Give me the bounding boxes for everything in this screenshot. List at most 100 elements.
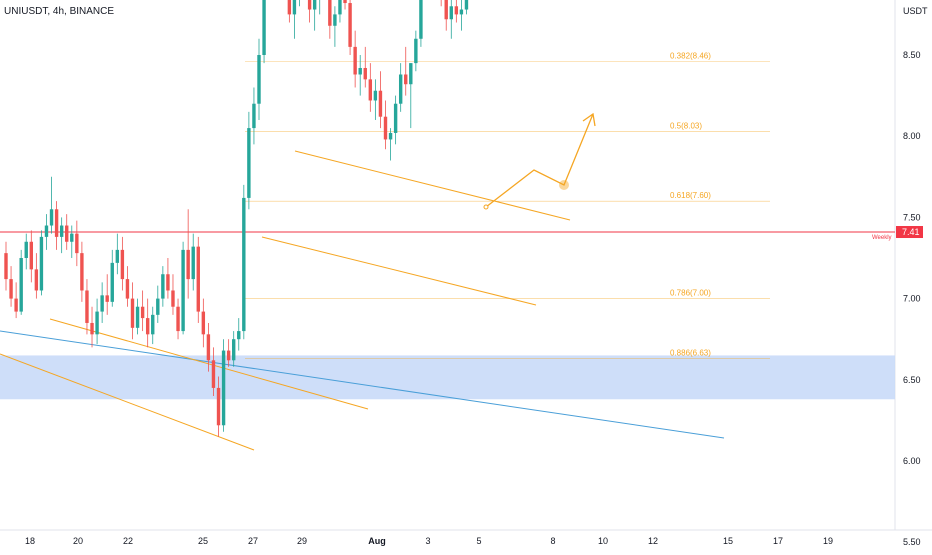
candle-body (59, 225, 64, 237)
candlestick (328, 0, 332, 39)
candlestick (221, 339, 226, 432)
weekly-level-label: Weekly (872, 235, 892, 241)
candlestick (393, 95, 398, 145)
candle-body (54, 209, 59, 237)
candlestick (44, 214, 49, 250)
y-tick-label: 7.00 (903, 294, 921, 304)
candle-body (90, 322, 94, 335)
candlestick (262, 0, 266, 64)
fib-level-label: 0.886(6.63) (670, 349, 711, 358)
candlestick (242, 184, 246, 340)
candlestick (201, 298, 206, 348)
candlestick (409, 63, 413, 129)
candle-body (459, 9, 464, 15)
weekly-price-tag (896, 226, 923, 239)
candlestick (292, 0, 297, 39)
candlestick (216, 376, 221, 437)
candle-body (388, 132, 393, 140)
x-tick-label: Aug (368, 536, 386, 546)
candlestick (257, 38, 261, 120)
candlestick (378, 71, 383, 129)
weekly-price-value: 7.41 (902, 227, 920, 237)
candlestick (161, 266, 165, 307)
candle-body (393, 103, 398, 133)
candlestick (232, 331, 236, 367)
candle-body (409, 63, 413, 85)
candlestick (49, 176, 54, 234)
candlestick (100, 282, 104, 323)
candle-body (130, 298, 135, 328)
candlestick (348, 0, 352, 55)
candle-body (181, 249, 185, 332)
x-tick-label: 22 (123, 536, 133, 546)
candlestick (34, 253, 39, 299)
candle-body (247, 128, 251, 198)
candlestick (166, 258, 170, 299)
candle-body (363, 67, 367, 80)
projection-path (485, 113, 594, 208)
candlestick (404, 46, 408, 96)
candle-body (414, 38, 418, 64)
candlestick (444, 0, 448, 31)
candlestick (54, 201, 59, 250)
candlestick (145, 298, 150, 348)
candle-body (191, 246, 195, 280)
candlestick (440, 0, 442, 7)
candlestick (9, 266, 13, 307)
candle-body (171, 290, 175, 307)
candle-body (444, 0, 448, 20)
candle-body (292, 0, 297, 15)
candle-body (176, 306, 180, 332)
x-tick-label: 5 (476, 536, 481, 546)
candlestick (353, 30, 357, 88)
candle-body (348, 3, 352, 47)
candlestick (388, 128, 393, 161)
candle-body (307, 0, 312, 10)
candle-body (115, 249, 120, 263)
candlestick (237, 318, 241, 351)
candle-body (65, 225, 69, 242)
channel-upper-line-left (49, 318, 369, 410)
fib-level-label: 0.382(8.46) (670, 51, 711, 60)
fib-level-label: 0.5(8.03) (670, 121, 702, 130)
candle-body (237, 331, 241, 340)
y-tick-label: 6.50 (903, 375, 921, 385)
candlestick (363, 46, 367, 88)
candlestick (186, 209, 190, 299)
fib-level-label: 0.618(7.60) (670, 191, 711, 200)
x-tick-label: 25 (198, 536, 208, 546)
candlestick (24, 233, 28, 270)
candle-body (166, 274, 170, 291)
candlestick (120, 236, 125, 291)
candlestick (312, 0, 317, 31)
y-tick-label: 7.50 (903, 212, 921, 222)
candlestick (65, 214, 69, 250)
candlestick (368, 63, 373, 112)
candlestick (449, 0, 453, 39)
candle-body (196, 246, 200, 312)
x-tick-label: 3 (425, 536, 430, 546)
candle-body (44, 225, 49, 237)
candle-body (100, 295, 104, 312)
y-tick-label: 8.50 (903, 50, 921, 60)
candlestick (181, 241, 185, 335)
candlestick (90, 306, 94, 348)
candle-body (95, 311, 99, 335)
candle-body (353, 46, 357, 75)
candlestick (333, 6, 337, 47)
projection-arrowhead (582, 112, 596, 127)
candle-body (343, 0, 347, 4)
candlestick (130, 282, 135, 340)
candlestick (125, 266, 130, 307)
channel-lower-line-left (0, 353, 255, 451)
candle-body (404, 74, 408, 85)
candlestick (171, 274, 175, 315)
x-tick-label: 19 (823, 536, 833, 546)
candlestick (464, 0, 469, 15)
candle-body (328, 0, 332, 26)
candlestick (419, 0, 423, 47)
candle-body (338, 0, 342, 15)
candlestick (299, 0, 300, 7)
